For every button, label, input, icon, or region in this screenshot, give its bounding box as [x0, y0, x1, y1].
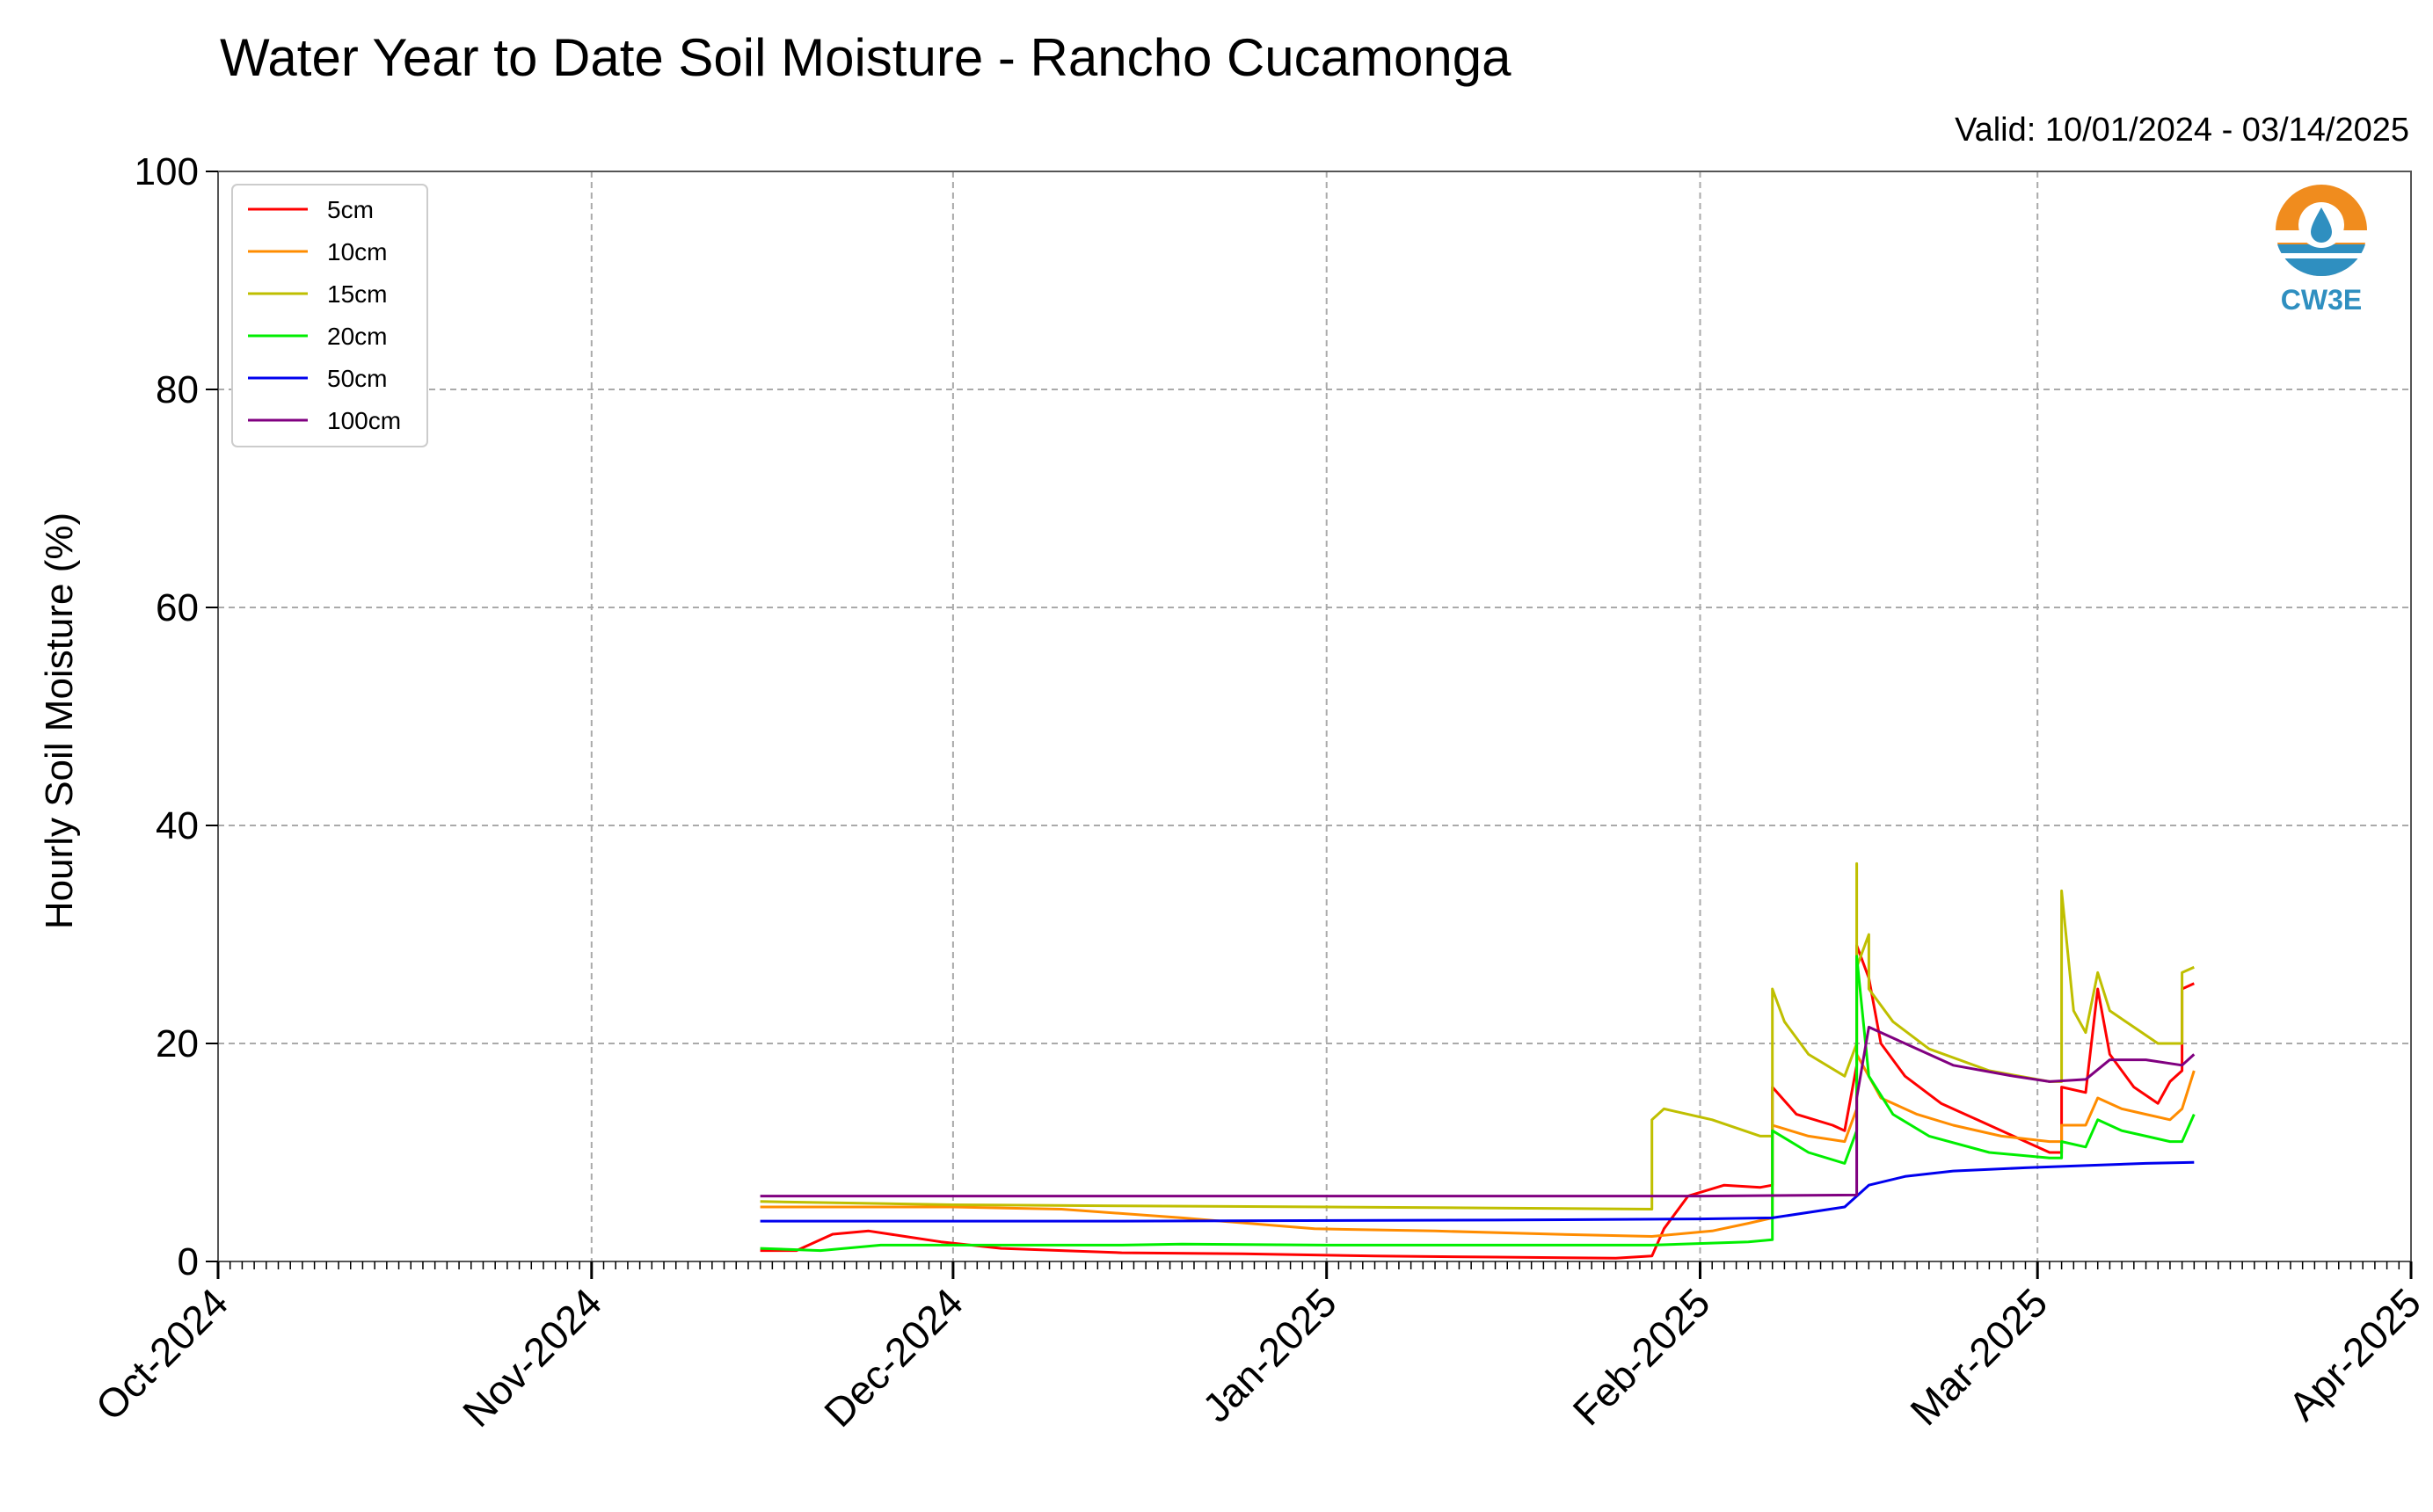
- y-axis-label: Hourly Soil Moisture (%): [38, 512, 81, 929]
- legend-label: 100cm: [327, 407, 401, 434]
- logo-drop-icon: [2311, 207, 2332, 243]
- series-line-5cm: [760, 943, 2195, 1260]
- y-tick-label: 80: [156, 368, 199, 411]
- series-line-15cm: [760, 861, 2195, 1210]
- x-tick-label: Mar-2025: [1901, 1279, 2056, 1434]
- legend-label: 15cm: [327, 280, 387, 308]
- x-axis-ticks: Oct-2024 Nov-2024 Dec-2024 Jan-2025 Feb-2025…: [87, 1261, 2429, 1436]
- series-layer: [760, 861, 2196, 1260]
- x-tick-label: Oct-2024: [87, 1279, 237, 1429]
- grid-lines: [218, 171, 2411, 1261]
- logo-text: CW3E: [2281, 284, 2362, 316]
- cw3e-logo: CW3E: [2274, 185, 2369, 316]
- y-axis-ticks: 0 20 40 60 80 100: [135, 150, 218, 1283]
- x-tick-label: Jan-2025: [1193, 1279, 1344, 1430]
- legend-label: 5cm: [327, 196, 374, 223]
- logo-wave-icon: [2277, 244, 2365, 277]
- y-tick-label: 20: [156, 1022, 199, 1065]
- legend-label: 10cm: [327, 238, 387, 265]
- y-tick-label: 60: [156, 586, 199, 629]
- chart-subtitle: Valid: 10/01/2024 - 03/14/2025: [1955, 112, 2409, 149]
- chart-title: Water Year to Date Soil Moisture - Ranch…: [220, 28, 1512, 87]
- x-tick-label: Feb-2025: [1564, 1279, 1719, 1434]
- y-tick-label: 40: [156, 804, 199, 847]
- x-minor-ticks: [217, 1261, 2412, 1269]
- plot-frame: [217, 171, 2412, 1262]
- y-tick-label: 100: [135, 150, 199, 193]
- x-tick-label: Apr-2025: [2279, 1279, 2429, 1429]
- legend-label: 20cm: [327, 323, 387, 350]
- series-line-50cm: [760, 1160, 2195, 1223]
- series-line-20cm: [760, 955, 2196, 1253]
- series-line-100cm: [760, 1025, 2196, 1198]
- x-tick-label: Dec-2024: [815, 1279, 972, 1436]
- legend: 5cm 10cm 15cm 20cm 50cm 100cm: [231, 184, 428, 447]
- y-tick-label: 0: [178, 1240, 199, 1283]
- x-tick-label: Nov-2024: [454, 1279, 610, 1436]
- legend-label: 50cm: [327, 365, 387, 392]
- logo-band-2: [2279, 253, 2364, 258]
